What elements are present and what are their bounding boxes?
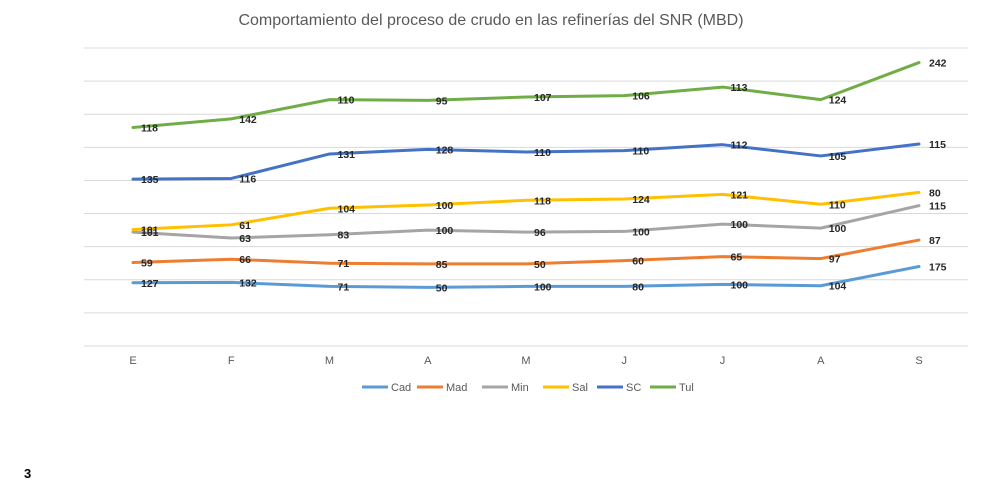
series-line-min [131,204,921,240]
x-tick-label: A [424,355,432,367]
data-label: 61 [239,220,251,232]
series-line-tul [131,61,921,129]
data-label: 115 [929,201,946,213]
data-label: 112 [731,140,748,152]
data-label: 85 [436,259,448,271]
data-label: 100 [731,279,749,291]
data-label: 110 [632,146,649,158]
data-label: 142 [239,114,257,126]
data-label: 115 [929,139,946,151]
data-label: 113 [731,82,748,94]
data-label: 106 [632,91,650,103]
x-tick-label: A [817,355,825,367]
data-label: 66 [239,254,251,266]
data-label: 110 [829,199,846,211]
series-line-mad [131,238,921,266]
data-label: 104 [338,203,356,215]
series-line-cad [131,265,921,289]
data-label: 50 [534,259,546,271]
data-label: 95 [436,95,448,107]
data-label: 50 [436,282,448,294]
data-label: 100 [436,200,454,212]
legend-label: Min [511,382,529,394]
data-labels: 127 132 71 50 100 80 100 104 175 59 66 71 85 50 60 65 97… [141,58,947,295]
data-label: 135 [141,174,159,186]
data-label: 83 [338,230,350,242]
legend-label: Sal [572,382,588,394]
data-label: 124 [632,194,650,206]
data-label: 101 [141,224,159,236]
data-label: 100 [829,223,847,235]
chart-title: Comportamiento del proceso de crudo en l… [238,12,744,29]
data-label: 60 [632,256,644,268]
data-label: 242 [929,58,947,70]
data-label: 100 [534,281,552,293]
series-line-sc [131,142,921,181]
x-tick-label: M [325,355,334,367]
data-label: 118 [534,195,551,207]
data-label: 127 [141,278,159,290]
legend-label: Mad [446,382,467,394]
legend-label: SC [626,382,641,394]
data-label: 87 [929,235,941,247]
data-label: 101 [141,227,159,239]
data-label: 105 [829,151,847,163]
series-line-sal [131,190,921,231]
data-label: 110 [338,95,355,107]
legend-label: Cad [391,382,411,394]
page-number: 3 [24,466,32,481]
data-label: 121 [731,189,749,201]
data-label: 175 [929,262,947,274]
data-label: 100 [436,225,454,237]
data-label: 132 [239,277,257,289]
data-label: 65 [731,252,743,264]
data-label: 59 [141,258,153,270]
data-label: 116 [239,173,256,185]
x-tick-label: M [521,355,530,367]
data-label: 100 [731,219,749,231]
series-lines [131,61,921,289]
data-label: 110 [534,147,551,159]
gridlines [84,47,968,347]
x-tick-label: E [129,355,136,367]
data-label: 63 [239,233,251,245]
data-label: 71 [338,281,350,293]
data-label: 107 [534,92,552,104]
legend: Cad Mad Min Sal SC Tul [362,382,694,394]
data-label: 104 [829,281,847,293]
data-label: 80 [929,187,941,199]
data-label: 100 [632,226,650,238]
x-tick-label: J [622,355,628,367]
x-tick-label: S [915,355,922,367]
x-tick-label: F [228,355,235,367]
data-label: 96 [534,227,546,239]
data-label: 80 [632,281,644,293]
data-label: 131 [338,149,356,161]
data-label: 118 [141,122,158,134]
data-label: 124 [829,95,847,107]
legend-label: Tul [679,382,694,394]
data-label: 97 [829,254,841,266]
data-label: 71 [338,258,350,270]
x-tick-label: J [720,355,726,367]
data-label: 128 [436,144,454,156]
